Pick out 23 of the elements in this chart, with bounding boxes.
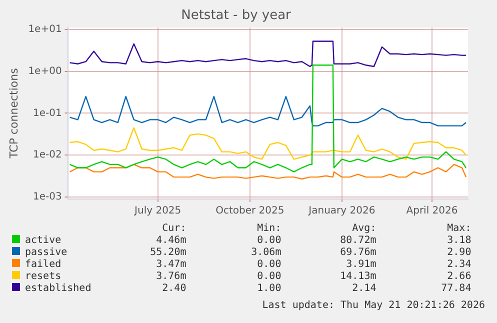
legend-label: resets	[24, 270, 62, 282]
chart-title: Netstat - by year	[181, 8, 292, 24]
y-tick-label: 1e+00	[28, 66, 62, 77]
text: 4.46m 0.00 80.72m 3.18	[156, 234, 472, 246]
y-tick-label: 1e-03	[32, 192, 62, 203]
x-tick-label: April 2026	[406, 206, 458, 217]
text: 55.20m 3.06m 69.76m 2.90	[150, 246, 472, 258]
text: Cur: Min: Avg: Max:	[162, 222, 472, 234]
x-tick-label: January 2026	[308, 206, 376, 217]
y-tick-label: 1e-01	[32, 108, 62, 119]
text: 3.47m 0.00 3.91m 2.34	[156, 258, 472, 270]
x-tick-label: October 2025	[216, 206, 284, 217]
y-axis-title: TCP connections	[7, 68, 20, 160]
y-tick-label: 1e+01	[28, 24, 62, 35]
legend-label: active	[24, 234, 62, 246]
legend-label: established	[24, 282, 92, 294]
x-tick-label: July 2025	[134, 206, 182, 217]
text: 3.76m 0.00 14.13m 2.66	[156, 270, 472, 282]
text: 2.40 1.00 2.14 77.84	[162, 282, 472, 294]
y-tick-label: 1e-02	[32, 150, 62, 161]
legend-label: failed	[24, 258, 62, 270]
text: Last update: Thu May 21 20:21:26 2026	[262, 300, 485, 311]
legend-label: passive	[24, 246, 68, 258]
